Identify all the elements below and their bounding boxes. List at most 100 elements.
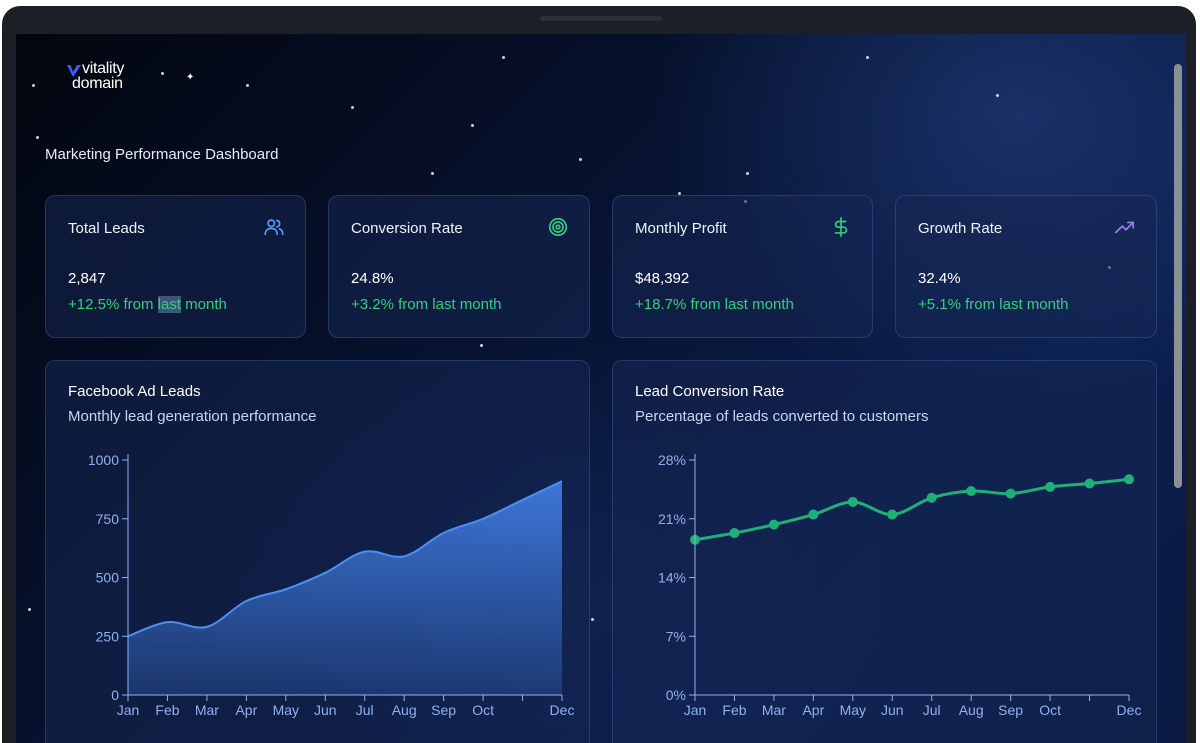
stat-title: Total Leads [68,220,145,237]
x-tick-label: Jan [684,702,707,718]
y-tick-label: 250 [96,628,120,644]
x-tick-label: Jul [356,702,374,718]
scrollbar-thumb[interactable] [1174,64,1182,488]
y-tick-label: 750 [96,511,120,527]
logo-text-line1: vitality [82,60,125,77]
x-tick-label: Dec [550,702,575,718]
x-tick-label: Jun [881,702,904,718]
x-tick-label: Feb [155,702,179,718]
users-icon [264,219,284,236]
data-point [1124,474,1134,485]
stat-change-suffix: month [180,296,227,313]
data-point [887,509,898,520]
star-dot [471,124,474,127]
stat-card-growth-rate: Growth Rate 32.4% +5.1% from last month [895,195,1157,338]
stat-change: +18.7% from last month [635,296,794,313]
star-dot [996,94,999,97]
x-tick-label: Oct [472,702,494,718]
star-dot [591,618,594,621]
y-tick-label: 1000 [88,452,119,468]
chart-title: Facebook Ad Leads [68,383,201,400]
stat-value: 2,847 [68,270,106,287]
stat-card-conversion-rate: Conversion Rate 24.8% +3.2% from last mo… [328,195,590,338]
y-tick-label: 14% [658,570,686,586]
y-tick-label: 0 [111,687,119,703]
y-tick-label: 500 [96,570,120,586]
star-dot [480,344,483,347]
data-point [1045,481,1056,492]
chart-card-facebook-ad-leads: Facebook Ad Leads Monthly lead generatio… [45,360,590,743]
star-dot [431,172,434,175]
star-dot [579,158,582,161]
y-tick-label: 7% [666,628,686,644]
data-point [768,519,779,530]
line-chart: 0% 7% 14% 21% 28% Jan Feb Mar Apr May Jun Jul Aug Sep… [658,452,1142,718]
x-tick-label: Dec [1117,702,1142,718]
selected-text: last [157,296,181,313]
camera-notch [540,16,662,21]
star-dot [28,608,31,611]
star-dot [36,136,39,139]
star-dot [32,84,35,87]
star-dot [866,56,869,59]
chart-card-lead-conversion-rate: Lead Conversion Rate Percentage of leads… [612,360,1157,743]
star-dot [678,192,681,195]
logo-text-line2: domain [72,75,123,92]
data-point [1005,488,1016,499]
area-series-line [127,480,563,638]
x-tick-label: Mar [762,702,786,718]
star-dot [746,172,749,175]
x-tick-label: Aug [392,702,417,718]
chart-title: Lead Conversion Rate [635,383,785,400]
data-point [847,496,858,507]
logo-v-icon [67,65,81,77]
data-point [729,528,740,539]
star-dot [351,106,354,109]
chart-subtitle: Monthly lead generation performance [68,408,317,425]
stat-title: Growth Rate [918,220,1003,237]
x-tick-label: Jan [117,702,140,718]
x-tick-label: Apr [235,702,257,718]
data-point [926,492,937,503]
area-chart: 0 250 500 750 1000 Jan Feb Mar Apr May Jun Jul Aug Se… [88,452,575,718]
data-point [1084,478,1095,489]
stat-change: +3.2% from last month [351,296,502,313]
screen: vitality domain ✦ Marketing Performance … [16,34,1186,743]
stat-value: 24.8% [351,270,394,287]
trending-up-icon [1115,221,1135,234]
area-fill [128,481,562,695]
x-tick-label: Jul [923,702,941,718]
data-point [808,509,819,520]
x-tick-label: Oct [1039,702,1061,718]
x-tick-label: Sep [998,702,1023,718]
stat-card-monthly-profit: Monthly Profit $48,392 +18.7% from last … [612,195,873,338]
stat-change: +12.5% from last month [68,296,227,313]
stat-title: Conversion Rate [351,220,463,237]
star-dot [502,56,505,59]
target-icon [548,217,568,237]
stat-value: 32.4% [918,270,961,287]
laptop-frame: vitality domain ✦ Marketing Performance … [2,6,1196,743]
x-tick-label: Sep [431,702,456,718]
data-point [966,486,977,497]
logo[interactable]: vitality domain ✦ [64,60,194,94]
y-tick-label: 21% [658,511,686,527]
x-tick-label: May [840,702,866,718]
page-title: Marketing Performance Dashboard [45,146,279,163]
x-tick-label: Jun [314,702,337,718]
star-dot [161,72,164,75]
x-tick-label: Feb [722,702,746,718]
x-tick-label: Aug [959,702,984,718]
x-tick-label: Mar [195,702,219,718]
x-tick-label: Apr [802,702,824,718]
series-line [694,477,1130,542]
y-tick-label: 0% [666,687,686,703]
x-tick-label: May [273,702,299,718]
chart-subtitle: Percentage of leads converted to custome… [635,408,929,425]
dollar-icon [834,217,848,237]
stat-card-total-leads: Total Leads 2,847 +12.5% from last month [45,195,306,338]
logo-sparkle-icon: ✦ [186,72,195,83]
stat-title: Monthly Profit [635,220,727,237]
star-dot [246,84,249,87]
stat-value: $48,392 [635,270,690,287]
